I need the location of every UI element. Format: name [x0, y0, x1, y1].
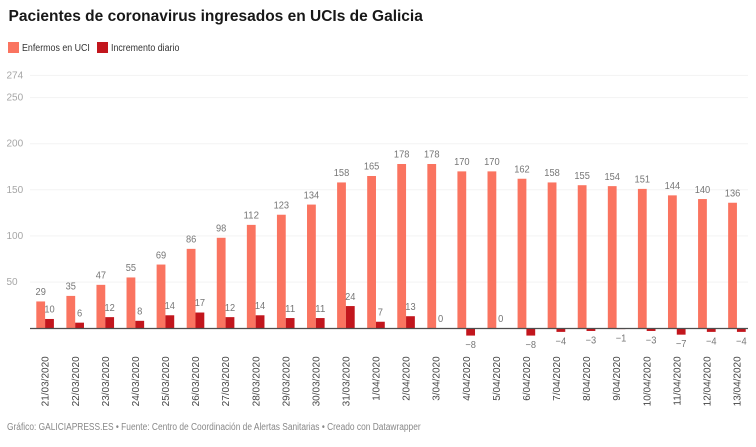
svg-text:−4: −4 — [736, 336, 747, 347]
svg-text:158: 158 — [544, 168, 560, 179]
svg-text:86: 86 — [186, 235, 197, 246]
svg-text:29: 29 — [36, 287, 47, 298]
svg-text:31/03/2020: 31/03/2020 — [342, 356, 353, 406]
svg-text:29/03/2020: 29/03/2020 — [281, 356, 292, 406]
svg-text:274: 274 — [7, 70, 24, 81]
svg-text:−3: −3 — [646, 335, 657, 346]
svg-text:10: 10 — [44, 305, 55, 316]
svg-text:162: 162 — [514, 164, 530, 175]
svg-text:−1: −1 — [616, 334, 627, 345]
svg-text:0: 0 — [438, 314, 444, 325]
svg-text:11/04/2020: 11/04/2020 — [672, 356, 683, 406]
svg-text:−4: −4 — [706, 336, 717, 347]
svg-text:170: 170 — [454, 157, 470, 168]
svg-text:7: 7 — [378, 307, 384, 318]
svg-text:11: 11 — [315, 304, 326, 315]
svg-text:140: 140 — [695, 185, 711, 196]
svg-text:250: 250 — [7, 93, 24, 104]
svg-text:151: 151 — [635, 175, 651, 186]
svg-text:14: 14 — [255, 301, 266, 312]
svg-text:12: 12 — [225, 303, 236, 314]
svg-text:17: 17 — [195, 298, 206, 309]
svg-text:−8: −8 — [525, 340, 536, 351]
svg-text:155: 155 — [574, 171, 590, 182]
svg-text:27/03/2020: 27/03/2020 — [221, 356, 232, 406]
svg-text:134: 134 — [304, 190, 320, 201]
svg-text:23/03/2020: 23/03/2020 — [101, 356, 112, 406]
svg-text:7/04/2020: 7/04/2020 — [552, 356, 563, 401]
svg-text:26/03/2020: 26/03/2020 — [191, 356, 202, 406]
svg-text:150: 150 — [7, 185, 24, 196]
svg-text:100: 100 — [7, 231, 24, 242]
svg-text:6/04/2020: 6/04/2020 — [522, 356, 533, 401]
svg-text:2/04/2020: 2/04/2020 — [402, 356, 413, 401]
svg-text:−4: −4 — [556, 336, 567, 347]
svg-text:3/04/2020: 3/04/2020 — [432, 356, 443, 401]
svg-text:1/04/2020: 1/04/2020 — [372, 356, 383, 401]
svg-text:8/04/2020: 8/04/2020 — [582, 356, 593, 401]
svg-text:11: 11 — [285, 304, 296, 315]
svg-text:13/04/2020: 13/04/2020 — [733, 356, 744, 406]
svg-text:9/04/2020: 9/04/2020 — [612, 356, 623, 401]
svg-text:154: 154 — [604, 172, 620, 183]
svg-text:144: 144 — [665, 181, 681, 192]
svg-text:178: 178 — [424, 150, 440, 161]
svg-text:55: 55 — [126, 263, 137, 274]
svg-text:123: 123 — [274, 200, 290, 211]
svg-text:−7: −7 — [676, 339, 687, 350]
svg-text:30/03/2020: 30/03/2020 — [311, 356, 322, 406]
svg-text:0: 0 — [498, 314, 504, 325]
svg-text:5/04/2020: 5/04/2020 — [492, 356, 503, 401]
svg-text:170: 170 — [484, 157, 500, 168]
svg-text:200: 200 — [7, 139, 24, 150]
svg-text:28/03/2020: 28/03/2020 — [251, 356, 262, 406]
svg-text:98: 98 — [216, 223, 227, 234]
svg-text:24: 24 — [345, 292, 356, 303]
svg-text:21/03/2020: 21/03/2020 — [41, 356, 52, 406]
svg-text:12: 12 — [105, 303, 116, 314]
svg-text:69: 69 — [156, 250, 167, 261]
svg-text:178: 178 — [394, 150, 410, 161]
svg-text:25/03/2020: 25/03/2020 — [161, 356, 172, 406]
svg-text:8: 8 — [137, 307, 143, 318]
svg-text:158: 158 — [334, 168, 350, 179]
svg-text:14: 14 — [165, 301, 176, 312]
svg-text:136: 136 — [725, 188, 741, 199]
svg-text:−8: −8 — [465, 340, 476, 351]
svg-text:13: 13 — [405, 302, 416, 313]
svg-text:22/03/2020: 22/03/2020 — [71, 356, 82, 406]
svg-text:12/04/2020: 12/04/2020 — [702, 356, 713, 406]
svg-text:112: 112 — [244, 211, 260, 222]
svg-text:−3: −3 — [586, 335, 597, 346]
svg-text:10/04/2020: 10/04/2020 — [642, 356, 653, 406]
svg-text:6: 6 — [77, 308, 83, 319]
svg-text:165: 165 — [364, 162, 380, 173]
svg-text:24/03/2020: 24/03/2020 — [131, 356, 142, 406]
svg-text:4/04/2020: 4/04/2020 — [462, 356, 473, 401]
svg-text:47: 47 — [96, 271, 107, 282]
svg-text:50: 50 — [7, 277, 19, 288]
svg-text:35: 35 — [66, 282, 77, 293]
